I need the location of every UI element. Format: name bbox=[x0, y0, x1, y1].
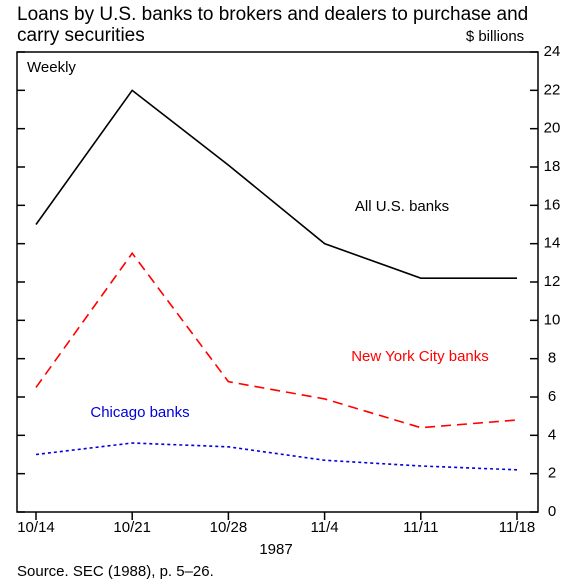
series-label: All U.S. banks bbox=[354, 198, 450, 215]
x-tick-label: 11/4 bbox=[311, 519, 339, 536]
y-tick-label: 10 bbox=[544, 311, 561, 328]
y-tick-label: 22 bbox=[544, 81, 561, 98]
source: Source. SEC (1988), p. 5–26. bbox=[17, 563, 214, 580]
x-axis-label: 1987 bbox=[259, 541, 292, 558]
y-tick-label: 14 bbox=[544, 235, 561, 252]
series-label: New York City banks bbox=[351, 348, 489, 365]
plot-frame bbox=[16, 51, 539, 513]
annotation: Weekly bbox=[27, 59, 76, 76]
series-line bbox=[35, 89, 517, 279]
x-tick-label: 10/28 bbox=[210, 519, 248, 536]
series-line bbox=[35, 251, 518, 429]
y-tick-label: 20 bbox=[544, 120, 561, 137]
chart-title: Loans by U.S. banks to brokers and deale… bbox=[17, 4, 529, 46]
y-tick-label: 4 bbox=[548, 426, 556, 443]
series-line bbox=[35, 442, 518, 471]
x-tick-label: 11/11 bbox=[403, 519, 438, 536]
y-tick-label: 6 bbox=[548, 388, 556, 405]
y-tick-label: 18 bbox=[544, 158, 561, 175]
y-tick-label: 16 bbox=[544, 196, 561, 213]
y-tick-label: 12 bbox=[544, 273, 561, 290]
y-tick-label: 24 bbox=[544, 43, 561, 60]
y-tick-label: 0 bbox=[548, 503, 556, 520]
series-label: Chicago banks bbox=[90, 404, 190, 421]
y-unit: $ billions bbox=[466, 28, 524, 45]
y-tick-label: 2 bbox=[548, 465, 556, 482]
x-tick-label: 11/18 bbox=[499, 519, 535, 536]
y-tick-label: 8 bbox=[548, 350, 556, 367]
x-tick-label: 10/21 bbox=[113, 519, 151, 536]
x-tick-label: 10/14 bbox=[17, 519, 55, 536]
